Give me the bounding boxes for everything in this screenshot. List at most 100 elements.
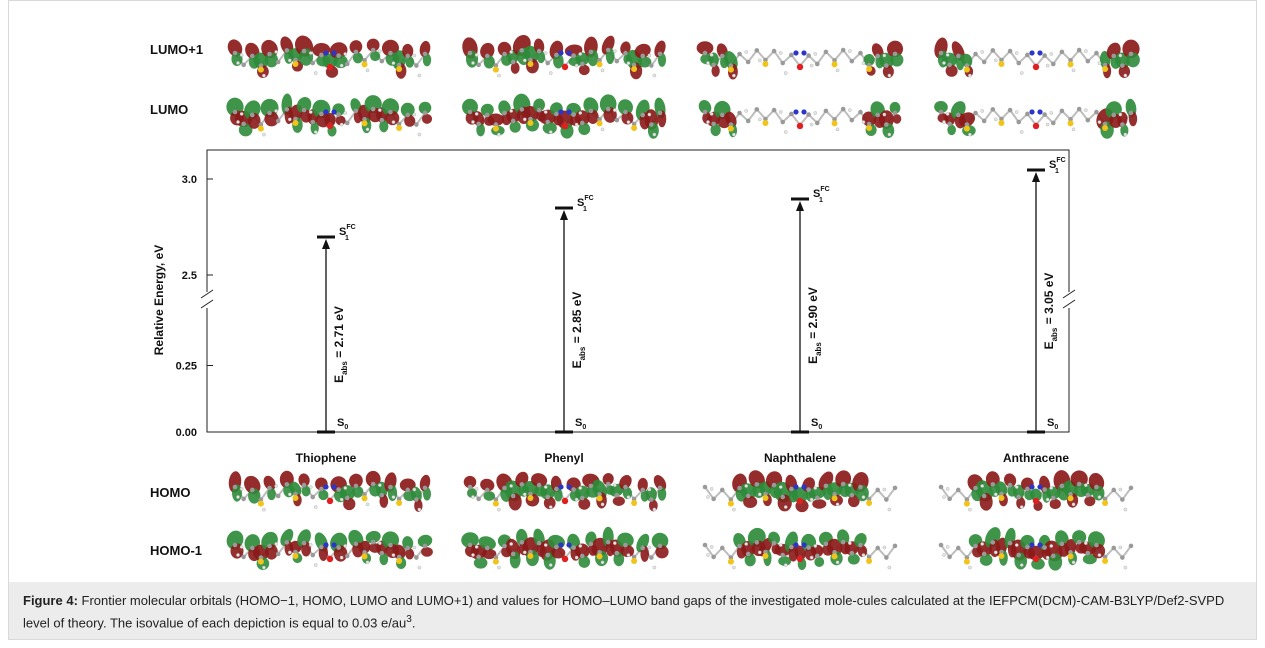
hydrogen-atom xyxy=(744,542,748,546)
carbon-atom xyxy=(955,53,961,59)
molecule-orbital-homo-anthracene xyxy=(938,470,1134,512)
carbon-atom xyxy=(1068,550,1073,555)
hydrogen-atom xyxy=(262,73,266,78)
orbital-lobe xyxy=(619,475,632,490)
hydrogen-atom xyxy=(1071,68,1076,73)
carbon-atom xyxy=(396,62,402,68)
hydrogen-atom xyxy=(861,61,866,65)
orbital-lobe xyxy=(961,53,973,68)
carbon-atom xyxy=(964,122,970,127)
carbon-atom xyxy=(502,485,507,491)
orbital-lobe xyxy=(358,540,371,554)
carbon-atom xyxy=(719,112,725,118)
orbital-lobe xyxy=(531,473,548,488)
hydrogen-atom xyxy=(1014,110,1019,114)
orbital-lobe xyxy=(879,52,894,69)
carbon-atom xyxy=(422,110,428,116)
carbon-atom xyxy=(1128,485,1134,491)
orbital-lobe xyxy=(333,545,348,562)
nitrogen-atom xyxy=(566,484,572,490)
energy-label-phenyl: Eabs = 2.85 eV xyxy=(570,292,587,369)
carbon-atom xyxy=(267,51,272,57)
hydrogen-atom xyxy=(1118,112,1123,117)
caption-text: Frontier molecular orbitals (HOMO−1, HOM… xyxy=(23,593,1225,631)
carbon-atom xyxy=(301,107,307,113)
carbon-atom xyxy=(719,487,725,493)
hydrogen-atom xyxy=(1045,497,1050,502)
carbon-atom xyxy=(649,122,654,127)
carbon-atom xyxy=(745,59,751,65)
oxygen-atom xyxy=(1032,555,1040,563)
hydrogen-atom xyxy=(994,550,998,555)
hydrogen-atom xyxy=(835,560,840,565)
carbon-atom xyxy=(476,62,481,68)
carbon-atom xyxy=(249,545,255,551)
orbital-lobe xyxy=(1118,65,1131,79)
molecule-orbital-homo-1-anthracene xyxy=(938,527,1134,571)
carbon-atom xyxy=(711,121,716,127)
hydrogen-atom xyxy=(1019,563,1024,567)
hydrogen-atom xyxy=(813,544,818,548)
carbon-atom xyxy=(1059,483,1065,489)
nitrogen-atom xyxy=(793,50,799,56)
hydrogen-atom xyxy=(709,487,714,491)
orbital-lobe xyxy=(483,491,496,501)
carbon-atom xyxy=(884,63,889,68)
sulfur-atom xyxy=(1102,66,1109,73)
carbon-atom xyxy=(763,57,768,63)
carbon-atom xyxy=(241,62,246,68)
hydrogen-atom xyxy=(1097,553,1102,557)
orbital-lobe xyxy=(574,110,590,126)
carbon-atom xyxy=(990,482,996,487)
orbital-lobe xyxy=(985,471,1000,488)
carbon-atom xyxy=(241,496,246,502)
nitrogen-atom xyxy=(566,50,572,56)
carbon-atom xyxy=(1016,552,1022,558)
hydrogen-atom xyxy=(474,112,479,116)
carbon-atom xyxy=(1059,108,1065,114)
molecule-orbital-homo-naphthalene xyxy=(702,470,898,513)
caption-end: . xyxy=(411,615,416,631)
sulfur-atom xyxy=(1102,500,1109,507)
carbon-atom xyxy=(476,121,481,127)
hydrogen-atom xyxy=(274,542,278,546)
molecule-orbital-lumo+1-thiophene xyxy=(227,35,432,79)
hydrogen-atom xyxy=(339,497,344,502)
caption-superscript: 3 xyxy=(406,614,412,625)
carbon-atom xyxy=(1120,555,1125,560)
energy-diagram: 3.0 2.5 0.25 0.00 Relative Energy, eV S0 SFC 1 E… xyxy=(152,34,1140,571)
hydrogen-atom xyxy=(365,127,370,132)
hydrogen-atom xyxy=(600,127,605,132)
arrow-head xyxy=(560,210,568,220)
hydrogen-atom xyxy=(1097,495,1102,499)
orbital-lobe xyxy=(1128,111,1138,127)
orbital-lobe xyxy=(587,109,599,124)
hydrogen-atom xyxy=(308,51,313,55)
carbon-atom xyxy=(597,58,602,63)
orbital-lobe xyxy=(462,98,478,116)
carbon-atom xyxy=(840,481,846,487)
orbital-lobe xyxy=(392,544,406,560)
carbon-atom xyxy=(763,491,768,497)
carbon-atom xyxy=(579,61,585,67)
carbon-atom xyxy=(362,58,367,63)
carbon-atom xyxy=(396,121,402,127)
excited-state-label: SFC 1 xyxy=(577,195,594,213)
orbital-lobe xyxy=(758,537,773,557)
hydrogen-atom xyxy=(474,487,479,491)
carbon-atom xyxy=(502,543,507,549)
hydrogen-atom xyxy=(994,58,998,63)
hydrogen-atom xyxy=(652,132,657,137)
hydrogen-atom xyxy=(1071,560,1076,565)
carbon-atom xyxy=(545,119,551,125)
carbon-atom xyxy=(362,117,367,122)
carbon-atom xyxy=(405,53,411,59)
orbital-lobe xyxy=(1046,486,1061,500)
carbon-atom xyxy=(964,555,970,560)
orbital-lobe xyxy=(478,536,496,550)
carbon-atom xyxy=(545,552,551,558)
hydrogen-atom xyxy=(1014,485,1019,489)
carbon-atom xyxy=(1111,487,1117,493)
carbon-atom xyxy=(814,495,820,501)
ground-state-label: S0 xyxy=(575,417,586,431)
